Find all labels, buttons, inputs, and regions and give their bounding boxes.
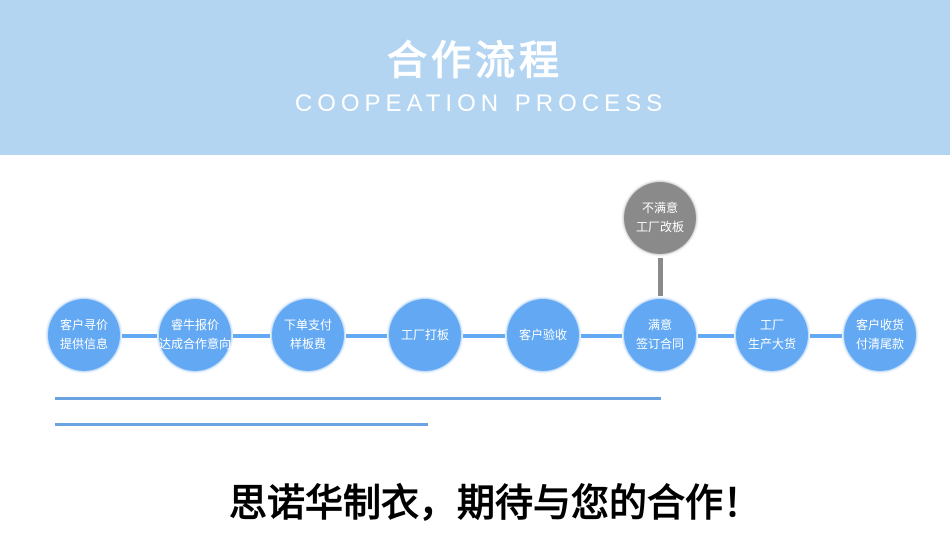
page-subtitle: COOPEATION PROCESS <box>294 90 668 117</box>
step-label-line: 生产大货 <box>747 337 796 351</box>
step-connector <box>810 334 842 338</box>
step-connector <box>122 334 157 338</box>
step-circle: 客户验收 <box>507 299 579 371</box>
branch-connector <box>658 258 663 296</box>
step-circle: 满意 签订合同 <box>624 299 696 371</box>
step-connector <box>581 334 622 338</box>
step-label-line: 工厂打板 <box>400 327 449 342</box>
step-circle: 工厂打板 <box>389 299 461 371</box>
step-label-line: 客户收货 <box>855 318 904 332</box>
step-circle: 客户收货 付清尾款 <box>844 299 916 371</box>
step-label-line: 签订合同 <box>635 337 684 351</box>
step-label-line: 下单支付 <box>283 318 332 332</box>
step-label-line: 付清尾款 <box>855 337 904 351</box>
step-label-line: 工厂 <box>759 318 784 332</box>
step-circle: 睿牛报价达成合作意向 <box>159 299 231 371</box>
step-connector <box>698 334 734 338</box>
step-connector <box>346 334 387 338</box>
step-label-line: 提供信息 <box>59 337 108 351</box>
step-circle: 客户寻价 提供信息 <box>48 299 120 371</box>
divider-line <box>55 397 661 400</box>
divider-line-short <box>55 423 428 426</box>
step-label-line: 不满意 <box>641 201 678 215</box>
step-label-line: 客户寻价 <box>59 318 108 332</box>
step-circle: 下单支付 样板费 <box>272 299 344 371</box>
step-connector <box>463 334 505 338</box>
step-label-line: 达成合作意向 <box>159 337 232 351</box>
page-title: 合作流程 <box>387 38 563 84</box>
step-label-line: 客户验收 <box>518 327 567 342</box>
step-circle: 工厂 生产大货 <box>736 299 808 371</box>
step-connector <box>233 334 270 338</box>
branch-circle: 不满意 工厂改板 <box>624 182 696 254</box>
step-label-line: 睿牛报价 <box>170 318 219 332</box>
step-label-line: 工厂改板 <box>635 220 684 234</box>
step-label-line: 满意 <box>647 318 672 332</box>
header-banner: 合作流程 COOPEATION PROCESS <box>0 0 950 155</box>
slogan: 思诺华制衣，期待与您的合作！ <box>228 480 761 525</box>
step-label-line: 样板费 <box>289 337 326 351</box>
